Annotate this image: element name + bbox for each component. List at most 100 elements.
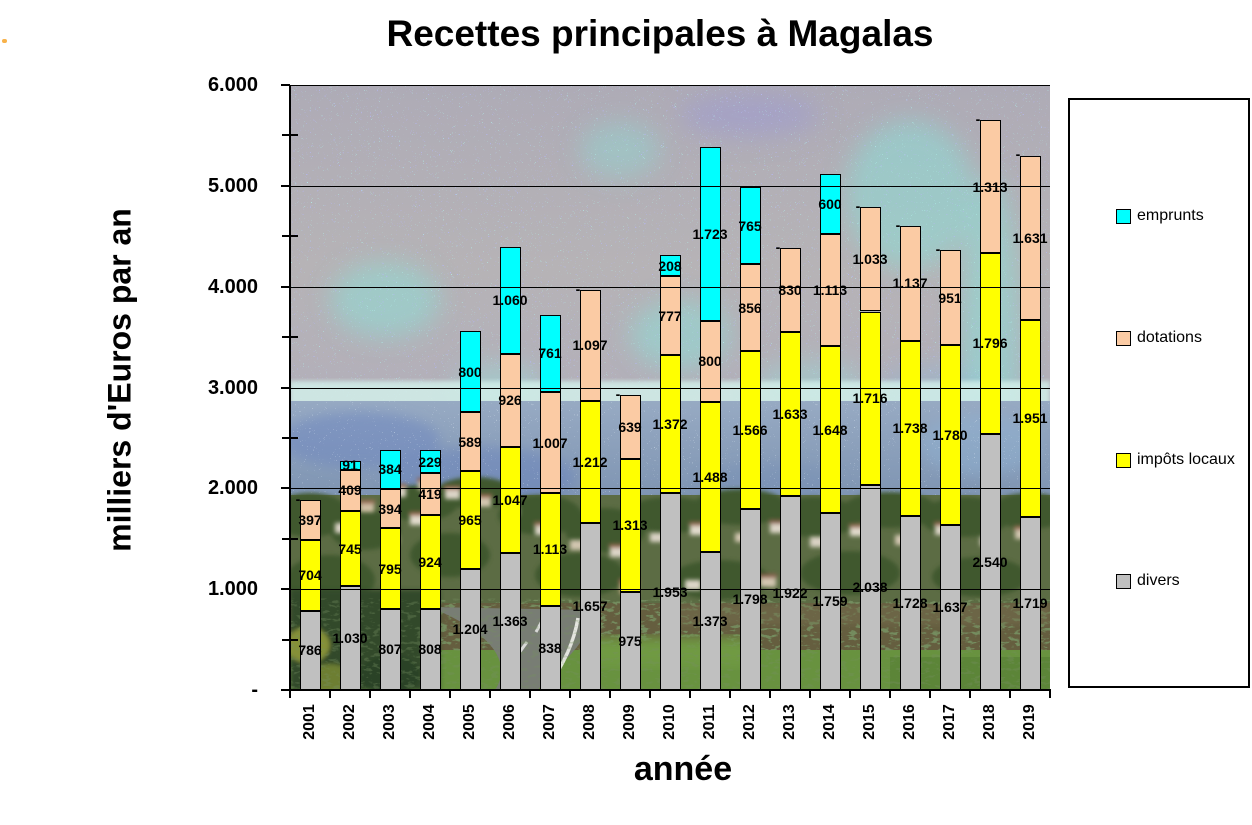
data-label-dotations: 1.113 — [812, 282, 848, 299]
bar-segment-impôts-locaux — [859, 311, 881, 485]
legend-swatch-divers — [1116, 573, 1131, 589]
data-label-impôts-locaux: 1.212 — [572, 453, 608, 470]
y-tick-label: 5.000 — [207, 174, 258, 197]
data-label-impôts-locaux: 1.951 — [1012, 410, 1048, 427]
data-label-divers: 1.728 — [892, 594, 928, 611]
x-tick — [969, 691, 971, 698]
x-tick — [569, 691, 571, 698]
data-label-divers: 786 — [298, 642, 322, 659]
bar-segment-impôts-locaux — [899, 340, 921, 516]
data-label-impôts-locaux: 745 — [338, 540, 362, 557]
data-label-divers: 1.637 — [932, 599, 968, 616]
zero-label: - — [935, 240, 941, 257]
gridline-4000 — [290, 286, 1050, 288]
legend-swatch-dotations — [1116, 330, 1131, 346]
data-label-dotations: 589 — [458, 433, 482, 450]
data-label-divers: 1.363 — [492, 613, 528, 630]
y-tick-label: 1.000 — [207, 578, 258, 601]
data-label-dotations: 1.097 — [572, 337, 608, 354]
bar-2012 — [739, 85, 761, 690]
x-tick — [369, 691, 371, 698]
zero-label: - — [775, 238, 781, 255]
x-tick-label-2002: 2002 — [341, 704, 358, 740]
bar-segment-dotations — [699, 320, 721, 402]
y-tick-label: 3.000 — [207, 376, 258, 399]
data-label-divers: 1.204 — [452, 621, 488, 638]
bar-segment-emprunts — [459, 331, 481, 412]
x-tick-label-2006: 2006 — [501, 704, 518, 740]
bar-2011 — [699, 85, 721, 690]
bar-2002 — [339, 85, 361, 690]
data-label-impôts-locaux: 704 — [298, 567, 322, 584]
bar-segment-impôts-locaux — [659, 354, 681, 494]
chart-title: Recettes principales à Magalas — [386, 13, 934, 54]
plot-area: 786 704 397 - 1.030 745 409 91 807 795 394 384 808 92… — [208, 74, 1051, 740]
y-tick-label: 2.000 — [207, 477, 258, 500]
x-tick-label-2017: 2017 — [941, 704, 958, 740]
bar-segment-dotations — [779, 247, 801, 332]
data-label-dotations: 926 — [498, 392, 522, 409]
x-tick — [889, 691, 891, 698]
bar-segment-impôts-locaux — [539, 493, 561, 606]
bar-segment-dotations — [499, 353, 521, 447]
zero-label: - — [975, 111, 981, 128]
y-minor-tick — [282, 134, 298, 137]
data-label-divers: 1.030 — [332, 630, 368, 647]
y-major-tick — [281, 285, 290, 288]
bar-2001 — [299, 85, 321, 690]
data-label-emprunts: 208 — [658, 257, 682, 274]
y-major-tick — [281, 588, 290, 591]
legend-item-divers: divers — [1116, 572, 1180, 590]
x-tick-label-2010: 2010 — [661, 704, 678, 740]
gridline-1000 — [290, 589, 1050, 591]
data-label-impôts-locaux: 1.372 — [652, 415, 688, 432]
bar-segment-emprunts — [419, 450, 441, 474]
data-label-dotations: 419 — [418, 486, 442, 503]
data-label-emprunts: 1.060 — [492, 292, 528, 309]
x-tick — [809, 691, 811, 698]
y-minor-tick — [282, 537, 298, 540]
y-minor-tick — [282, 638, 298, 641]
bar-segment-impôts-locaux — [699, 401, 721, 552]
zero-label: - — [895, 216, 901, 233]
x-tick-label-2016: 2016 — [901, 704, 918, 740]
bar-2013 — [779, 85, 801, 690]
x-tick-label-2013: 2013 — [781, 704, 798, 740]
bar-2009 — [619, 85, 641, 690]
y-major-tick — [281, 84, 290, 86]
legend-item-emprunts: emprunts — [1116, 207, 1204, 225]
legend-item-impôts-locaux: impôts locaux — [1116, 451, 1235, 469]
legend-label: divers — [1137, 572, 1180, 589]
data-label-emprunts: 229 — [418, 453, 442, 470]
bar-segment-emprunts — [699, 147, 721, 321]
bar-segment-emprunts — [499, 246, 521, 354]
bar-2016 — [899, 85, 921, 690]
x-tick-label-2018: 2018 — [981, 704, 998, 740]
bar-segment-emprunts — [819, 173, 841, 235]
data-label-impôts-locaux: 1.796 — [972, 335, 1008, 352]
zero-label: - — [615, 385, 621, 402]
bar-segment-dotations — [859, 207, 881, 312]
zero-label: - — [855, 198, 861, 215]
y-major-tick — [281, 386, 290, 389]
gridline-3000 — [290, 387, 1050, 389]
bar-segment-emprunts — [739, 187, 761, 265]
x-tick-label-2012: 2012 — [741, 704, 758, 740]
data-label-divers: 808 — [418, 641, 442, 658]
data-label-impôts-locaux: 1.113 — [532, 541, 568, 558]
x-tick-label-2008: 2008 — [581, 704, 598, 740]
data-label-divers: 1.373 — [692, 612, 728, 629]
y-major-tick — [281, 487, 290, 490]
data-label-divers: 1.953 — [652, 583, 688, 600]
bar-2005 — [459, 85, 481, 690]
legend-label: impôts locaux — [1137, 451, 1235, 468]
bar-2010 — [659, 85, 681, 690]
data-label-divers: 1.922 — [772, 585, 808, 602]
data-label-emprunts: 91 — [342, 457, 358, 474]
bar-segment-dotations — [419, 473, 441, 516]
bar-2017 — [939, 85, 961, 690]
bar-segment-impôts-locaux — [299, 539, 321, 611]
x-tick — [729, 691, 731, 698]
bar-segment-impôts-locaux — [779, 331, 801, 497]
